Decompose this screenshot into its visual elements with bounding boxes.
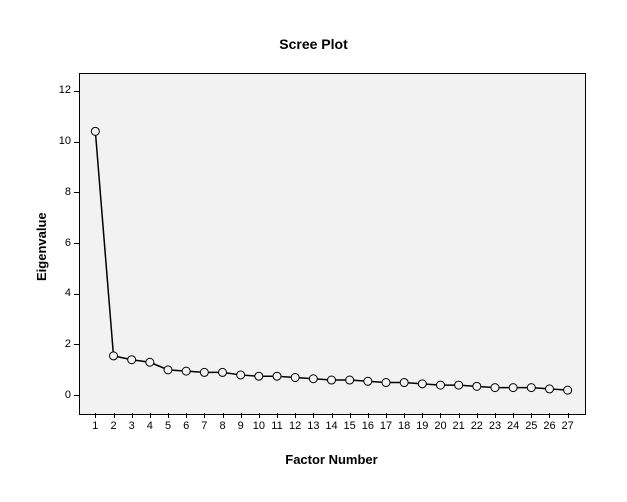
x-tick-label: 18 <box>396 420 412 432</box>
y-tick-label: 12 <box>59 84 71 96</box>
series-marker <box>364 377 372 385</box>
series-marker <box>91 127 99 135</box>
x-tick <box>150 413 151 418</box>
x-tick-label: 15 <box>342 420 358 432</box>
x-tick-label: 27 <box>560 420 576 432</box>
y-axis-label: Eigenvalue <box>34 212 49 281</box>
x-tick <box>186 413 187 418</box>
x-tick <box>422 413 423 418</box>
x-tick-label: 17 <box>378 420 394 432</box>
y-tick-label: 6 <box>65 237 71 249</box>
x-tick-label: 23 <box>487 420 503 432</box>
y-tick <box>74 294 79 295</box>
series-marker <box>328 376 336 384</box>
chart-canvas: Scree Plot Eigenvalue Factor Number 0246… <box>0 0 627 502</box>
series-marker <box>436 381 444 389</box>
x-tick-label: 10 <box>251 420 267 432</box>
series-line <box>95 131 567 390</box>
y-tick <box>74 192 79 193</box>
x-tick-label: 13 <box>305 420 321 432</box>
y-tick <box>74 142 79 143</box>
y-tick-label: 4 <box>65 287 71 299</box>
series-marker <box>273 372 281 380</box>
series-marker <box>473 382 481 390</box>
x-tick-label: 9 <box>233 420 249 432</box>
series-marker <box>509 384 517 392</box>
x-tick <box>404 413 405 418</box>
x-tick <box>241 413 242 418</box>
x-tick <box>513 413 514 418</box>
x-tick <box>568 413 569 418</box>
x-tick <box>459 413 460 418</box>
x-tick-label: 20 <box>432 420 448 432</box>
x-tick <box>350 413 351 418</box>
x-tick <box>295 413 296 418</box>
x-tick-label: 4 <box>142 420 158 432</box>
x-tick-label: 1 <box>87 420 103 432</box>
x-tick-label: 25 <box>523 420 539 432</box>
x-axis-label: Factor Number <box>79 452 584 467</box>
x-tick <box>495 413 496 418</box>
series-marker <box>564 386 572 394</box>
x-tick-label: 3 <box>124 420 140 432</box>
series-marker <box>382 379 390 387</box>
x-tick <box>114 413 115 418</box>
series-marker <box>418 380 426 388</box>
x-tick <box>386 413 387 418</box>
x-tick-label: 8 <box>215 420 231 432</box>
x-tick-label: 22 <box>469 420 485 432</box>
series-marker <box>291 373 299 381</box>
x-tick <box>531 413 532 418</box>
y-tick-label: 0 <box>65 389 71 401</box>
x-tick-label: 12 <box>287 420 303 432</box>
y-tick <box>74 243 79 244</box>
x-tick <box>204 413 205 418</box>
x-tick-label: 24 <box>505 420 521 432</box>
x-tick <box>132 413 133 418</box>
series-marker <box>182 367 190 375</box>
x-tick <box>332 413 333 418</box>
x-tick-label: 7 <box>196 420 212 432</box>
series-marker <box>309 375 317 383</box>
x-tick <box>440 413 441 418</box>
x-tick <box>477 413 478 418</box>
y-tick <box>74 91 79 92</box>
series-marker <box>400 379 408 387</box>
x-tick-label: 11 <box>269 420 285 432</box>
y-tick <box>74 395 79 396</box>
x-tick-label: 6 <box>178 420 194 432</box>
x-tick <box>168 413 169 418</box>
x-tick <box>368 413 369 418</box>
x-tick-label: 16 <box>360 420 376 432</box>
series-marker <box>527 384 535 392</box>
series-marker <box>491 384 499 392</box>
series-marker <box>110 352 118 360</box>
x-tick-label: 21 <box>451 420 467 432</box>
y-tick-label: 2 <box>65 338 71 350</box>
series-marker <box>255 372 263 380</box>
x-tick <box>223 413 224 418</box>
series-marker <box>128 356 136 364</box>
y-tick-label: 8 <box>65 186 71 198</box>
series-marker <box>455 381 463 389</box>
series-marker <box>146 358 154 366</box>
y-tick-label: 10 <box>59 135 71 147</box>
series-marker <box>164 366 172 374</box>
x-tick-label: 19 <box>414 420 430 432</box>
x-tick <box>277 413 278 418</box>
x-tick-label: 26 <box>541 420 557 432</box>
x-tick-label: 14 <box>324 420 340 432</box>
x-tick-label: 2 <box>106 420 122 432</box>
series-marker <box>545 385 553 393</box>
y-tick <box>74 344 79 345</box>
series-marker <box>237 371 245 379</box>
x-tick <box>95 413 96 418</box>
x-tick-label: 5 <box>160 420 176 432</box>
x-tick <box>549 413 550 418</box>
series-marker <box>346 376 354 384</box>
series-marker <box>200 368 208 376</box>
x-tick <box>313 413 314 418</box>
series-marker <box>219 368 227 376</box>
x-tick <box>259 413 260 418</box>
